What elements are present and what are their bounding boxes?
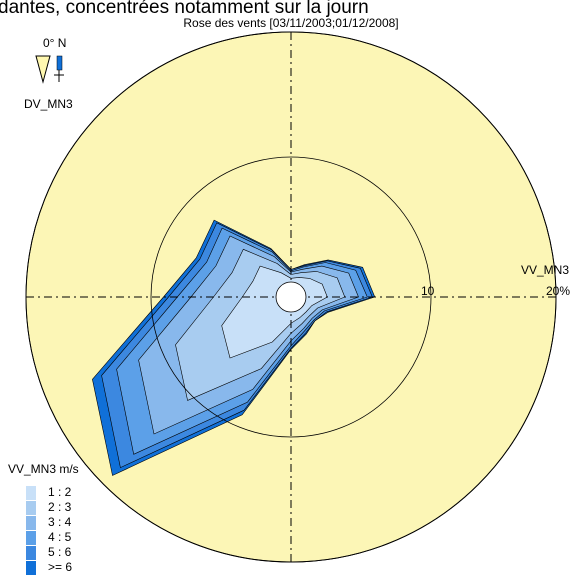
legend-label: >= 6: [48, 560, 72, 574]
legend-label: 2 : 3: [48, 500, 72, 514]
legend-label: 1 : 2: [48, 485, 72, 499]
legend-swatch: [26, 546, 36, 560]
north-label: 0° N: [43, 36, 66, 50]
legend-title: VV_MN3 m/s: [8, 462, 79, 476]
calm-circle: [275, 281, 307, 313]
legend-label: 3 : 4: [48, 515, 72, 529]
legend-swatch: [26, 561, 36, 575]
legend-swatch: [26, 501, 36, 515]
legend-swatch: [26, 531, 36, 545]
radial-label: VV_MN3: [521, 263, 569, 277]
direction-label: DV_MN3: [24, 97, 73, 111]
r-tick-label: 10: [421, 284, 435, 298]
caption: dantes, concentrées notamment sur la jou…: [0, 0, 369, 18]
chart-title: Rose des vents [03/11/2003;01/12/2008]: [183, 16, 398, 30]
legend-label: 5 : 6: [48, 545, 72, 559]
grid-circle: [150, 156, 432, 438]
legend-swatch: [26, 486, 36, 500]
legend-label: 4 : 5: [48, 530, 72, 544]
r-tick-label: 20%: [546, 284, 570, 298]
legend-swatch: [26, 516, 36, 530]
plot-area: [25, 31, 557, 563]
north-icon: [35, 55, 64, 84]
